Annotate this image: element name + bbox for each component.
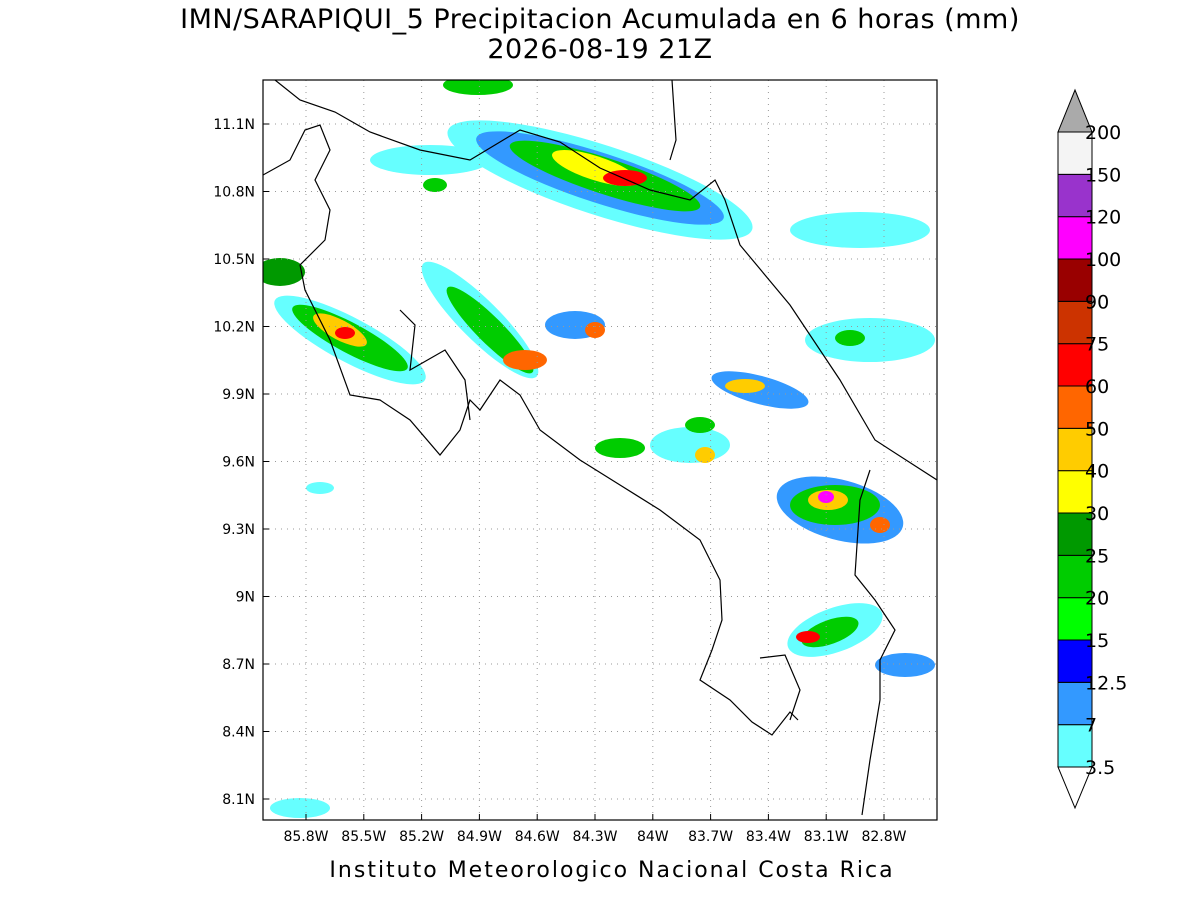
lon-tick-label: 83.7W: [688, 829, 733, 845]
map-frame: [262, 79, 938, 821]
colorbar-segment: [1057, 216, 1093, 260]
colorbar-segment: [1057, 639, 1093, 683]
lon-tick-label: 85.2W: [399, 829, 444, 845]
lat-tick-label: 8.7N: [222, 657, 255, 673]
lat-tick-label: 10.2N: [213, 320, 255, 336]
lat-tick-label: 9.3N: [222, 522, 255, 538]
lat-tick-label: 9N: [236, 590, 255, 606]
colorbar-segment: [1057, 173, 1093, 218]
colorbar-segment: [1057, 343, 1093, 387]
lon-tick-label: 83.1W: [804, 829, 849, 845]
lat-tick-label: 10.5N: [213, 252, 255, 268]
title: IMN/SARAPIQUI_5 Precipitacion Acumulada …: [180, 4, 1020, 35]
colorbar-segment: [1057, 597, 1093, 641]
lon-tick-label: 85.5W: [341, 829, 386, 845]
colorbar-segment: [1057, 470, 1093, 514]
colorbar-label: 200: [1085, 122, 1121, 144]
colorbar-label: 120: [1085, 207, 1121, 229]
colorbar-label: 75: [1085, 334, 1109, 356]
colorbar-label: 7: [1085, 715, 1097, 737]
colorbar-label: 50: [1085, 418, 1109, 440]
colorbar-segment: [1057, 258, 1093, 302]
colorbar-segment: [1057, 681, 1093, 726]
lat-tick-label: 8.1N: [222, 792, 255, 808]
lon-tick-label: 84.9W: [457, 829, 502, 845]
colorbar-label: 3.5: [1085, 757, 1115, 779]
colorbar-label: 40: [1085, 461, 1109, 483]
colorbar-label: 15: [1085, 630, 1109, 652]
colorbar-label: 20: [1085, 588, 1109, 610]
lon-tick-label: 84.6W: [515, 829, 560, 845]
colorbar-segment: [1057, 554, 1093, 599]
colorbar-segment: [1057, 724, 1093, 768]
lon-tick-label: 83.4W: [746, 829, 791, 845]
lat-tick-label: 8.4N: [222, 725, 255, 741]
coastlines: [263, 80, 937, 816]
colorbar-segment: [1057, 385, 1093, 429]
colorbar: 3.5 7 12.5 15 20 25 30 40 50 60 75 90 100 120 150 200: [1057, 88, 1127, 810]
lat-tick-label: 9.9N: [222, 387, 255, 403]
colorbar-label: 25: [1085, 545, 1109, 567]
colorbar-label: 90: [1085, 291, 1109, 313]
lat-tick-label: 9.6N: [222, 455, 255, 471]
colorbar-label: 12.5: [1085, 672, 1127, 694]
colorbar-label: 60: [1085, 376, 1109, 398]
lon-tick-label: 84W: [637, 829, 669, 845]
colorbar-label: 100: [1085, 249, 1121, 271]
colorbar-segment: [1057, 300, 1093, 345]
subtitle: 2026-08-19 21Z: [487, 34, 712, 65]
colorbar-label: 150: [1085, 164, 1121, 186]
colorbar-label: 30: [1085, 503, 1109, 525]
colorbar-segment: [1057, 131, 1093, 175]
lat-tick-label: 11.1N: [213, 117, 255, 133]
lat-tick-label: 10.8N: [213, 185, 255, 201]
lon-tick-label: 82.8W: [861, 829, 906, 845]
footer: Instituto Meteorologico Nacional Costa R…: [329, 858, 894, 883]
graticule: 11.1N 10.8N 10.5N 10.2N 9.9N 9.6N 9.3N 9N 8.7N 8.…: [213, 80, 937, 845]
lon-tick-label: 84.3W: [572, 829, 617, 845]
lon-tick-label: 85.8W: [283, 829, 328, 845]
